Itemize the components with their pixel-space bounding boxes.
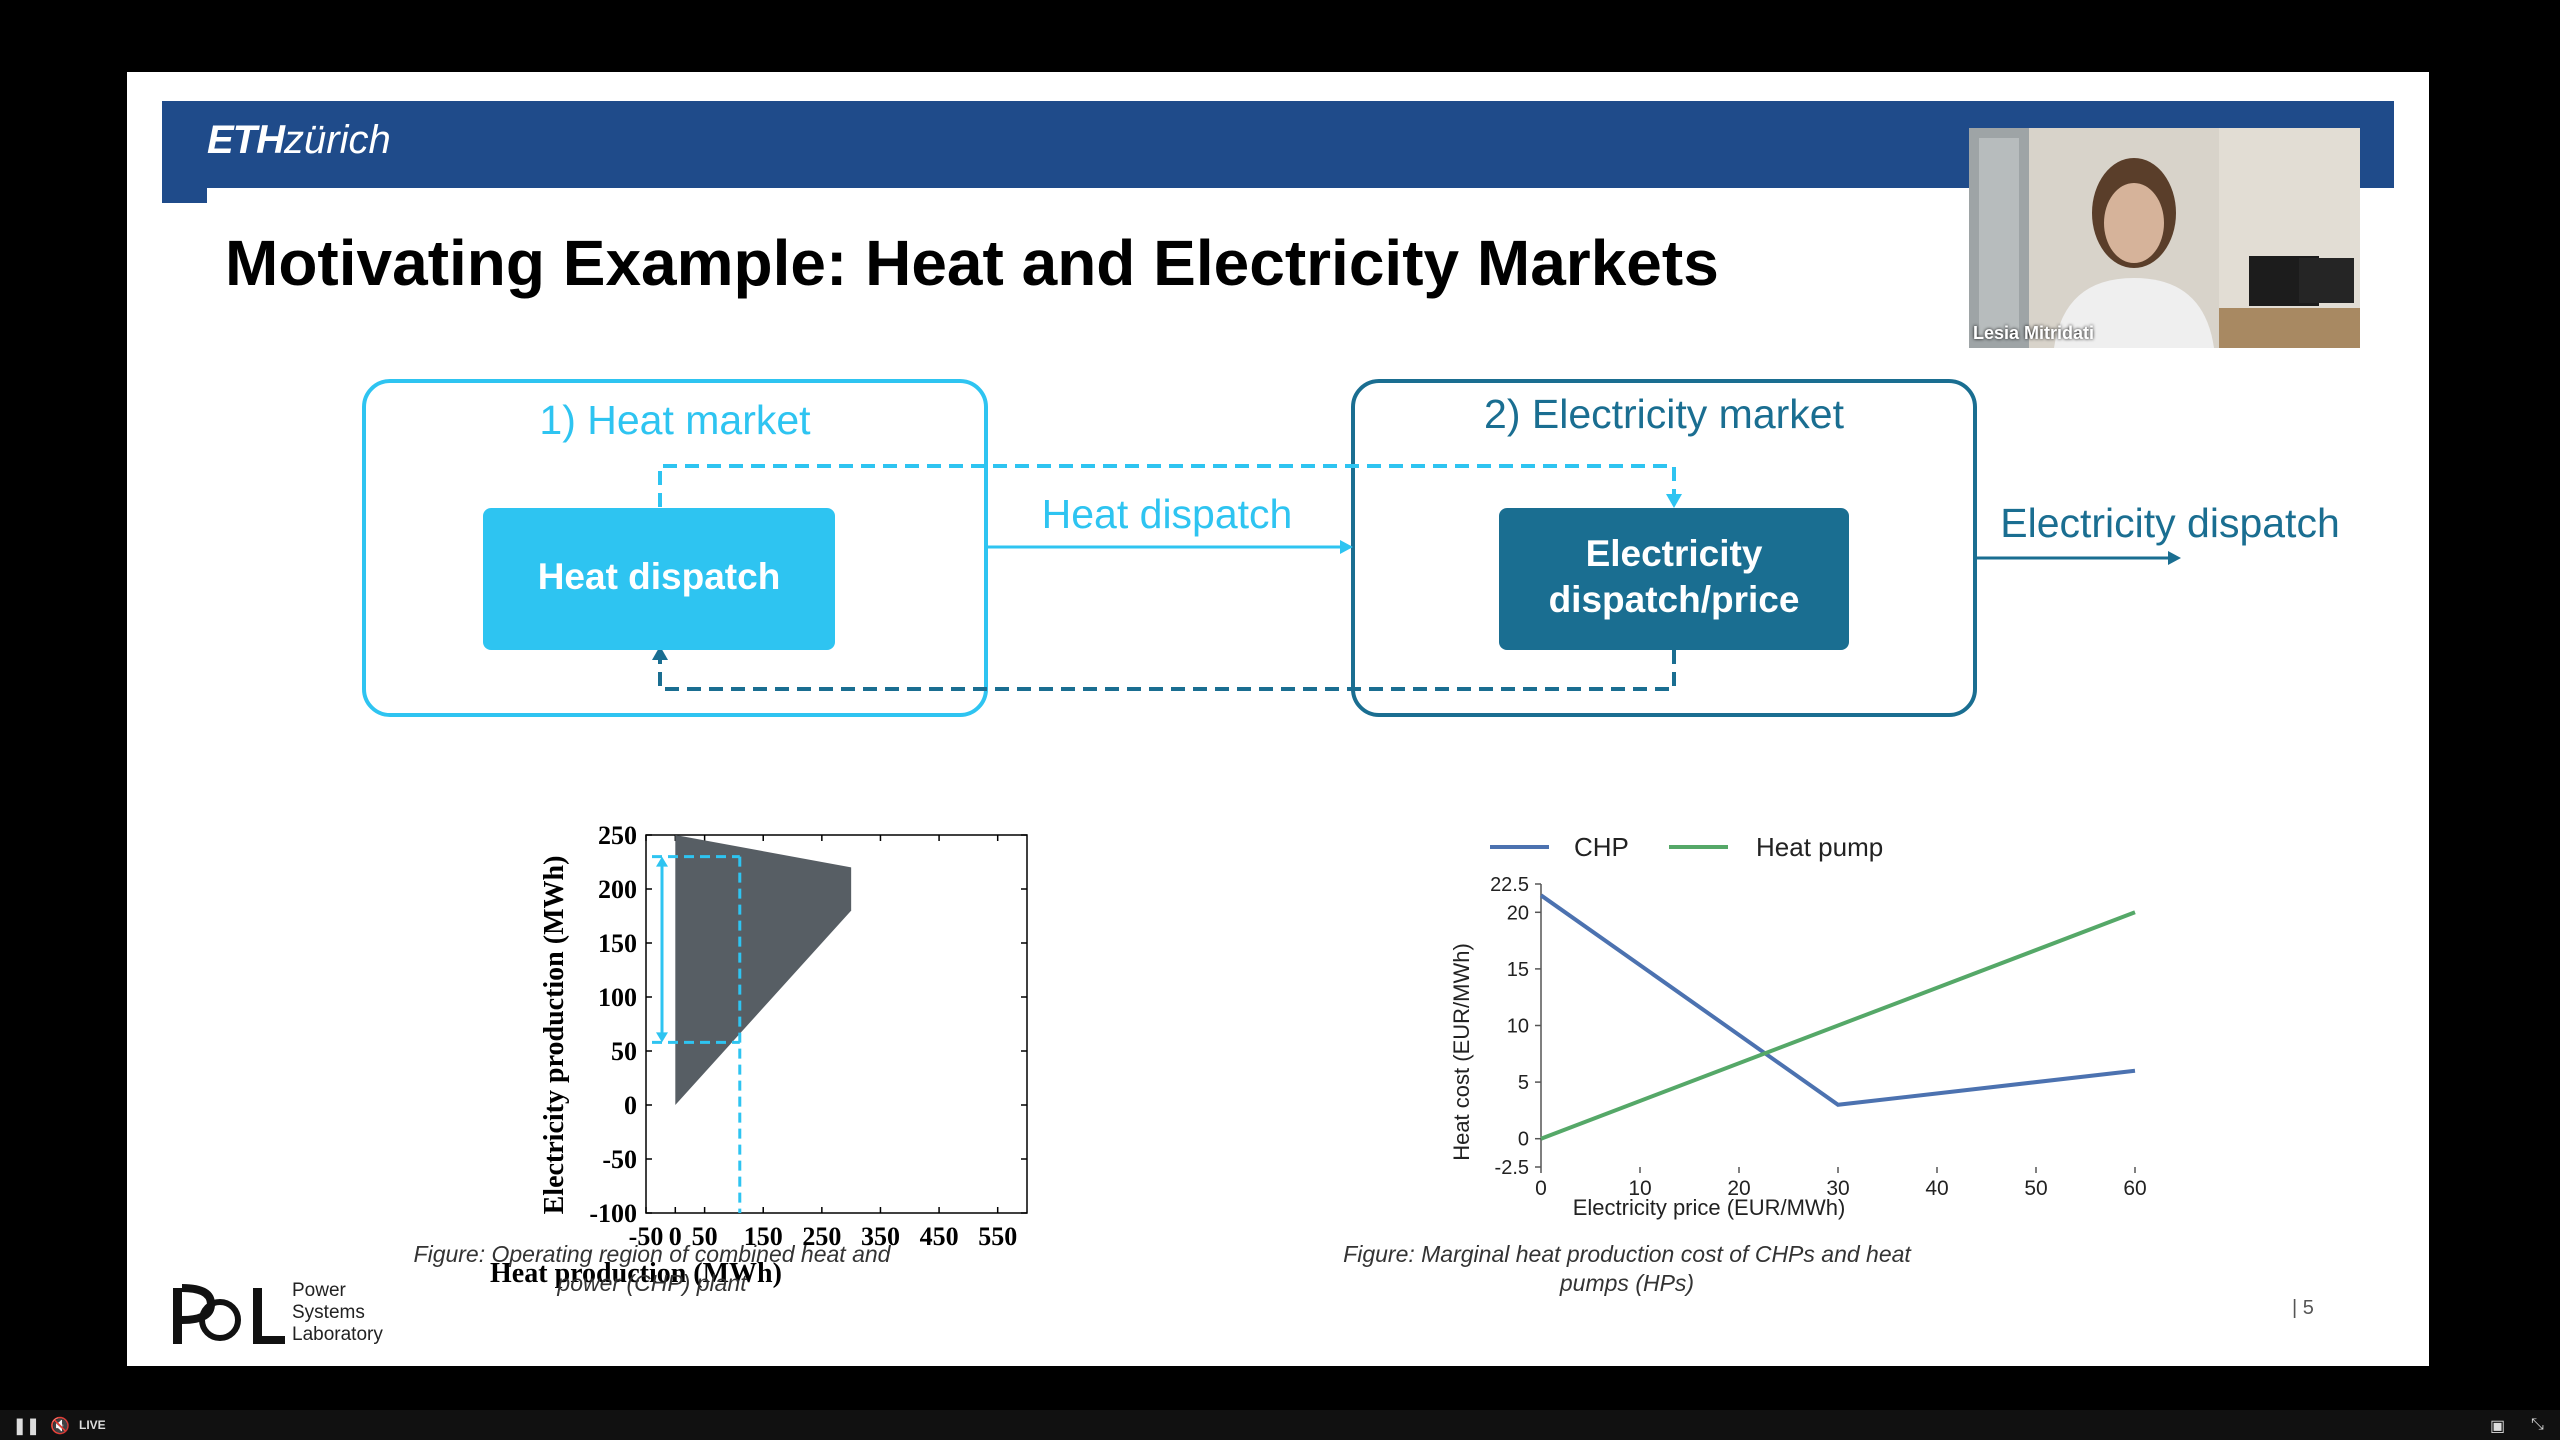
psl-line-1: Power (292, 1280, 346, 1301)
chart2-xtick-label: 20 (1727, 1177, 1750, 1200)
chart2-xtick-label: 0 (1535, 1177, 1547, 1200)
heat-dispatch-arrow-label: Heat dispatch (1042, 491, 1293, 537)
chart2-xtick-label: 30 (1826, 1177, 1849, 1200)
elec-range-arrowhead-bottom (656, 1032, 668, 1043)
pause-icon[interactable]: ❚❚ (13, 1418, 40, 1435)
chart1-xtick-label: 550 (978, 1222, 1017, 1251)
electricity-dispatch-arrowhead (2168, 551, 2181, 565)
electricity-market-frame (1351, 379, 1977, 717)
dashed-link-bottom (658, 650, 1676, 691)
dashed-link-top-arrowhead (1666, 494, 1682, 508)
chp-series-line (1539, 893, 2136, 1107)
chart1-xtick-label: 250 (802, 1222, 841, 1251)
webcam-video (1969, 128, 2360, 348)
chart2-ytick-label: 20 (1507, 902, 1529, 924)
chart1-ytick-label: 0 (624, 1091, 637, 1120)
chp-operating-region (675, 835, 852, 1105)
eth-logo-strong: ETH (207, 118, 285, 162)
chart2-ytick-label: 22.5 (1490, 874, 1529, 896)
chart2-ytick-label: 0 (1518, 1129, 1529, 1151)
heat-dispatch-box-label: Heat dispatch (538, 556, 781, 597)
fullscreen-exit-icon[interactable]: ⤡ (2531, 1416, 2544, 1433)
picture-in-picture-icon[interactable]: ▣ (2490, 1418, 2506, 1435)
chart1-ytick-label: 200 (598, 875, 637, 904)
electricity-dispatch-box (1499, 508, 1849, 650)
chart2-xtick-label: 50 (2024, 1177, 2047, 1200)
slide-page-number: | 5 (2292, 1297, 2314, 1319)
elec-range-arrowhead-top (656, 856, 668, 867)
chart2-ytick-label: 10 (1507, 1016, 1529, 1038)
chart1-axes-frame (645, 834, 1028, 1214)
market-diagram: 1) Heat market 2) Electricity market Hea… (362, 379, 2340, 717)
chart1-xtick-label: 50 (692, 1222, 718, 1251)
chart1-xtick-label: 350 (861, 1222, 900, 1251)
participant-name: Lesia Mitridati (1973, 323, 2095, 343)
chart2-ytick-label: -2.5 (1495, 1157, 1529, 1179)
chart1-ytick-label: -100 (589, 1199, 637, 1228)
chart2-legend: CHP Heat pump (1490, 832, 1883, 862)
chart2-xtick-label: 10 (1628, 1177, 1651, 1200)
psl-logo-text: Power Systems Laboratory (292, 1280, 383, 1346)
chart2-ytick-label: 5 (1518, 1072, 1529, 1094)
chart1-ytick-label: 150 (598, 929, 637, 958)
header-banner-tab (162, 188, 207, 203)
chart1-xtick-label: 150 (744, 1222, 783, 1251)
chart1-ytick-label: 250 (598, 821, 637, 850)
chart1-ytick-label: 100 (598, 983, 637, 1012)
psl-line-3: Laboratory (292, 1324, 383, 1345)
heat-market-label: 1) Heat market (539, 397, 811, 443)
psl-logo-mark (173, 1284, 285, 1344)
player-control-bar: ❚❚ 🔇 LIVE ▣ ⤡ (0, 1410, 2560, 1440)
live-badge: LIVE (79, 1418, 106, 1432)
chart2-xtick-label: 60 (2123, 1177, 2146, 1200)
chart1-xlabel: Heat production (MWh) (490, 1258, 782, 1289)
legend-heatpump-label: Heat pump (1756, 832, 1883, 862)
eth-logo-rest: zürich (284, 118, 391, 162)
electricity-market-label: 2) Electricity market (1484, 391, 1845, 437)
chart2-xtick-label: 40 (1925, 1177, 1948, 1200)
chart1-ylabel: Electricity production (MWh) (539, 856, 570, 1215)
heat-market-frame (362, 379, 988, 717)
chart2-caption: Figure: Marginal heat production cost of… (1343, 1241, 1911, 1296)
mute-icon[interactable]: 🔇 (50, 1418, 70, 1435)
chart1-xtick-label: 450 (920, 1222, 959, 1251)
electricity-dispatch-arrow-label: Electricity dispatch (2000, 500, 2340, 546)
eth-logo: ETHzürich (207, 118, 391, 163)
chart1-ytick-label: -50 (602, 1145, 637, 1174)
chart2-xlabel: Electricity price (EUR/MWh) (1573, 1195, 1846, 1220)
webcam-tile[interactable]: Lesia Mitridati (1969, 128, 2360, 348)
chart1-caption: Figure: Operating region of combined hea… (413, 1241, 891, 1296)
dashed-link-top (658, 464, 1676, 507)
electricity-box-line2: dispatch/price (1549, 579, 1800, 620)
chart2-ylabel: Heat cost (EUR/MWh) (1449, 943, 1474, 1161)
chart1-xtick-label: 0 (669, 1222, 682, 1251)
slide-title: Motivating Example: Heat and Electricity… (225, 227, 1719, 299)
heat-dispatch-arrowhead (1340, 540, 1353, 554)
chart2-ytick-label: 15 (1507, 959, 1529, 981)
legend-chp-label: CHP (1574, 832, 1629, 862)
chart1-xtick-label: -50 (629, 1222, 664, 1251)
psl-line-2: Systems (292, 1302, 365, 1323)
heat-dispatch-box (483, 508, 835, 650)
dashed-link-bottom-arrowhead (652, 646, 668, 660)
electricity-box-line1: Electricity (1586, 533, 1763, 574)
chart1-ytick-label: 50 (611, 1037, 637, 1066)
heat-pump-series-line (1540, 910, 2136, 1141)
